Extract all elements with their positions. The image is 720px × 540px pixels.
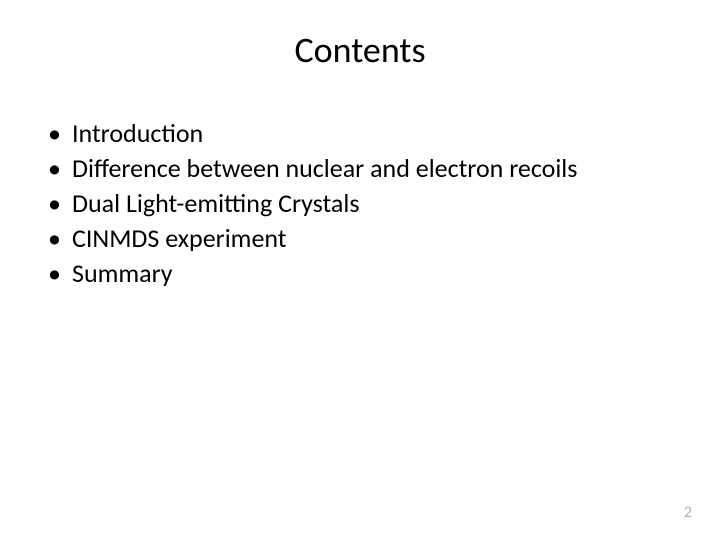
- list-item: Summary: [48, 256, 660, 291]
- list-item: Difference between nuclear and electron …: [48, 151, 660, 186]
- list-item: Introduction: [48, 116, 660, 151]
- page-number: 2: [684, 503, 692, 522]
- contents-list: Introduction Difference between nuclear …: [0, 92, 720, 291]
- slide-title: Contents: [0, 0, 720, 92]
- list-item: CINMDS experiment: [48, 221, 660, 256]
- list-item: Dual Light-emitting Crystals: [48, 186, 660, 221]
